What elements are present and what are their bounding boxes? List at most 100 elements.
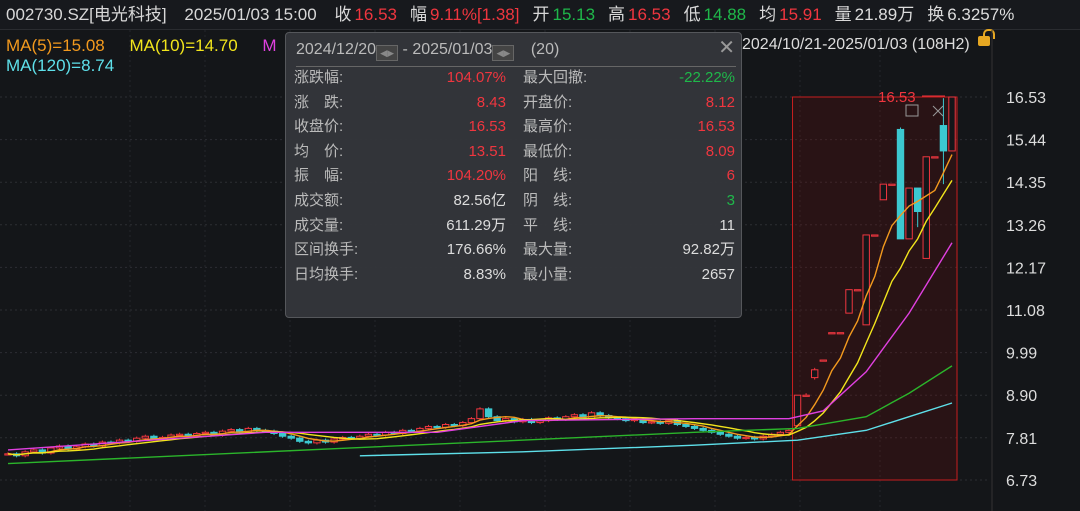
close-icon[interactable]: ✕ [718,37,735,59]
candle-up [905,187,913,240]
candle-up [742,436,750,440]
stat-label: 区间换手: [294,241,359,259]
candle-up [879,183,888,201]
y-tick-label: 12.17 [1006,260,1046,277]
y-tick-label: 14.35 [1006,175,1046,192]
stat-row: 收盘价: 16.53 [294,116,506,138]
stat-row: 最大量: 92.82万 [523,239,735,261]
datetime: 2025/01/03 15:00 [184,5,317,24]
stat-row: 涨跌幅: 104.07% [294,67,506,89]
quote-value: 16.53 [628,5,671,24]
stat-value: 611.29万 [446,216,506,234]
stat-value: 3 [726,192,735,209]
quote-label: 幅 [410,5,427,24]
stat-row: 均 价: 13.51 [294,141,506,163]
stat-label: 收盘价: [294,118,344,136]
stat-row: 最大回撤: -22.22% [523,67,735,89]
stat-row: 开盘价: 8.12 [523,92,735,114]
end-date-stepper[interactable]: ◀▶ [492,45,515,61]
quote-label: 量 [834,5,852,24]
stat-label: 日均换手: [294,265,359,283]
start-date-stepper[interactable]: ◀▶ [376,45,399,61]
stat-label: 最低价: [523,142,573,160]
quote-label: 低 [683,5,701,24]
quote-label: 换 [927,5,945,24]
y-tick-label: 9.99 [1006,346,1037,363]
ma-line-4 [359,402,953,457]
ma-magenta-label: M [262,36,277,55]
stat-row: 成交额: 82.56亿 [294,190,506,212]
candle-down [939,125,948,152]
candle-up [819,359,827,362]
stat-value: 104.07% [446,69,506,86]
stat-label: 阴 线: [523,192,573,209]
quote-value: 16.53 [354,5,397,24]
candle-up [853,289,862,292]
quote-header: 002730.SZ[电光科技] 2025/01/03 15:00 收 16.53 幅… [0,0,1080,30]
candle-up [810,369,819,379]
candle-down [896,128,905,240]
y-tick-label: 6.73 [1006,473,1037,490]
ma-line-3 [7,365,953,465]
stat-row: 最低价: 8.09 [523,141,735,163]
stat-label: 最小量: [523,265,573,283]
range-label: 2024/10/21-2025/01/03 (108H2) [742,36,970,53]
stat-label: 涨跌幅: [294,69,344,86]
candle-down [296,437,304,442]
stat-value: 2657 [701,265,735,283]
candle-up [141,435,150,439]
stat-value: 16.53 [468,118,506,136]
candle-up [802,394,810,397]
candle-up [175,433,184,436]
quote-value: 21.89万 [854,5,915,24]
stat-value: 8.09 [705,142,735,160]
candle-up [931,156,939,159]
quote-label: 均 [759,5,777,24]
quote-value: 6.3257% [947,5,1015,24]
candle-up [862,234,870,326]
stat-row: 最高价: 16.53 [523,116,735,138]
candle-up [227,429,235,432]
stat-label: 开盘价: [523,93,573,111]
stat-row: 阴 线: 3 [523,190,735,212]
y-tick-label: 11.08 [1006,303,1045,320]
quote-value: 14.88 [703,5,747,24]
candle-up [828,332,836,335]
quote-value: 9.11%[1.38] [430,5,520,24]
stat-value: -22.22% [679,69,735,86]
ma-legend: MA(5)=15.08 MA(10)=14.70 M MA(120)=8.74 [6,36,297,76]
stat-row: 成交量: 611.29万 [294,215,506,237]
candle-up [30,449,38,453]
stat-value: 13.51 [468,142,506,160]
candle-down [493,416,501,422]
date-separator: - [402,41,408,58]
candle-up [647,421,656,424]
stat-label: 成交量: [294,216,344,234]
stat-label: 涨 跌: [294,93,344,111]
stat-row: 日均换手: 8.83% [294,264,506,286]
candle-up [845,289,853,314]
y-tick-label: 15.44 [1006,133,1046,150]
lock-icon[interactable] [978,29,995,46]
ma-line-2 [7,242,953,451]
stat-value: 11 [719,216,735,234]
candle-up [467,418,476,424]
y-tick-label: 13.26 [1006,218,1046,235]
ma5-label: MA(5)=15.08 [6,36,105,55]
panel-header: 2024/12/20 ◀▶ - 2025/01/03 ◀▶ (20) [296,39,736,67]
candle-up [836,332,845,335]
stat-value: 104.20% [446,167,506,185]
candle-up [922,156,930,259]
quote-label: 收 [334,5,352,24]
start-date: 2024/12/20 [296,41,377,58]
candle-up [888,183,896,186]
candle-down [725,433,733,437]
ma10-label: MA(10)=14.70 [129,36,238,55]
ma-line-1 [7,179,953,456]
stat-label: 平 线: [523,216,573,234]
stat-label: 阳 线: [523,167,573,185]
symbol: 002730.SZ[电光科技] [6,5,167,24]
candle-down [407,429,416,433]
stat-value: 8.12 [705,93,735,111]
stat-value: 16.53 [697,118,735,136]
